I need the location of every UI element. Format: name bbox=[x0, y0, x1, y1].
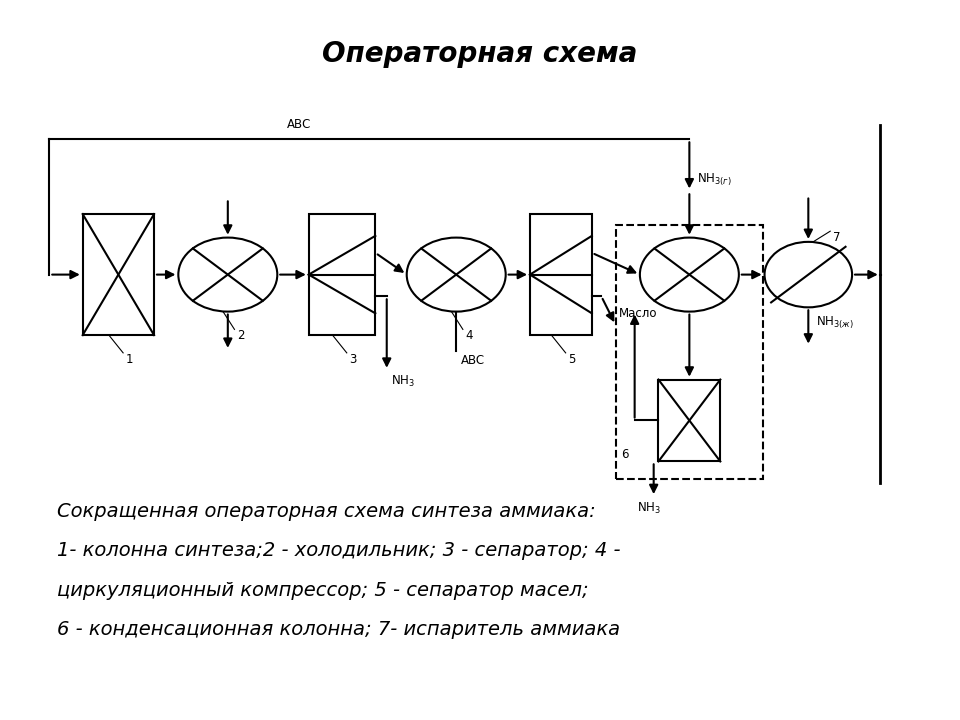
Text: 4: 4 bbox=[466, 329, 473, 343]
Text: 1: 1 bbox=[126, 353, 133, 366]
Text: Масло: Масло bbox=[618, 307, 657, 320]
Bar bbox=[530, 214, 591, 335]
Text: циркуляционный компрессор; 5 - сепаратор масел;: циркуляционный компрессор; 5 - сепаратор… bbox=[57, 580, 588, 600]
Text: 1- колонна синтеза;2 - холодильник; 3 - сепаратор; 4 -: 1- колонна синтеза;2 - холодильник; 3 - … bbox=[57, 541, 620, 560]
Text: NH$_{3(ж)}$: NH$_{3(ж)}$ bbox=[816, 315, 853, 331]
Text: NH$_{3(г)}$: NH$_{3(г)}$ bbox=[697, 171, 732, 188]
Text: АВС: АВС bbox=[287, 118, 311, 131]
Bar bbox=[309, 214, 375, 335]
Text: NH$_3$: NH$_3$ bbox=[637, 500, 660, 516]
Text: ABC: ABC bbox=[461, 354, 485, 367]
Text: Сокращенная операторная схема синтеза аммиака:: Сокращенная операторная схема синтеза ам… bbox=[57, 503, 595, 521]
Text: 6 - конденсационная колонна; 7- испаритель аммиака: 6 - конденсационная колонна; 7- испарите… bbox=[57, 620, 619, 639]
Text: 6: 6 bbox=[621, 449, 629, 462]
Text: Операторная схема: Операторная схема bbox=[323, 40, 637, 68]
Text: 2: 2 bbox=[237, 329, 245, 343]
Text: 3: 3 bbox=[349, 353, 357, 366]
Bar bbox=[659, 379, 720, 462]
Bar bbox=[83, 214, 154, 335]
Text: NH$_3$: NH$_3$ bbox=[392, 374, 416, 390]
Bar bbox=[616, 225, 762, 480]
Text: 7: 7 bbox=[833, 231, 841, 244]
Text: 5: 5 bbox=[568, 353, 576, 366]
